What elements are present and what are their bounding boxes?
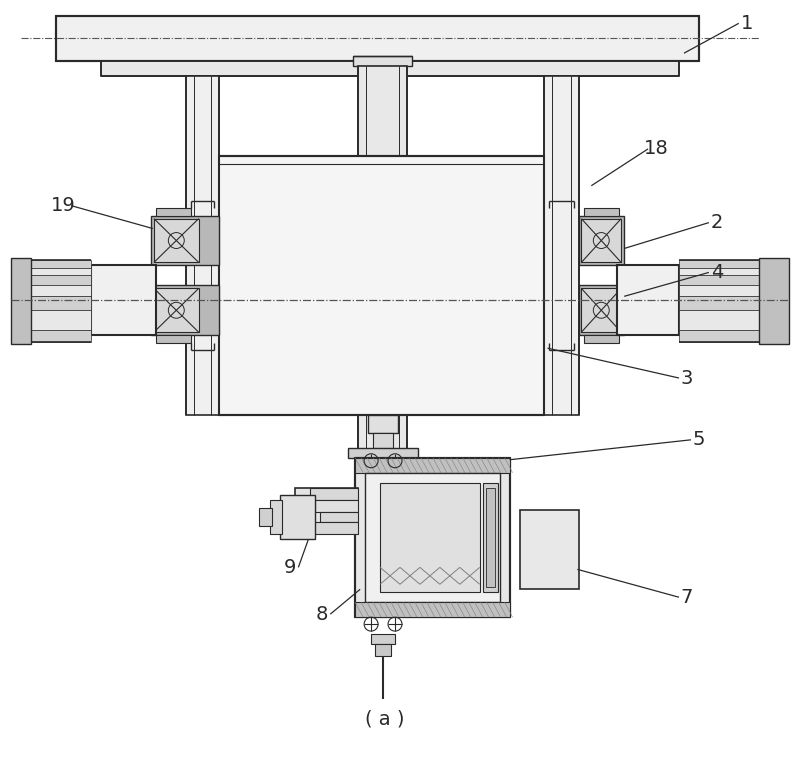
- Polygon shape: [11, 268, 91, 275]
- Bar: [368, 415, 398, 432]
- Polygon shape: [380, 483, 480, 592]
- Bar: [258, 508, 273, 525]
- Polygon shape: [11, 260, 91, 268]
- Bar: [584, 336, 619, 343]
- Text: 9: 9: [284, 558, 297, 577]
- Polygon shape: [679, 285, 789, 296]
- Polygon shape: [218, 156, 545, 415]
- Polygon shape: [151, 215, 218, 266]
- Text: 4: 4: [710, 263, 723, 282]
- Text: 18: 18: [644, 140, 669, 158]
- Polygon shape: [355, 458, 510, 617]
- Polygon shape: [582, 288, 622, 332]
- Bar: [584, 208, 619, 215]
- Polygon shape: [91, 266, 156, 336]
- Text: ( a ): ( a ): [366, 709, 405, 728]
- Bar: [482, 483, 498, 592]
- Polygon shape: [355, 602, 510, 617]
- Polygon shape: [154, 288, 198, 332]
- Text: 3: 3: [681, 369, 693, 388]
- Polygon shape: [679, 296, 789, 310]
- Polygon shape: [154, 219, 198, 263]
- Bar: [320, 512, 358, 522]
- Polygon shape: [758, 259, 789, 344]
- Polygon shape: [355, 458, 510, 473]
- Polygon shape: [365, 473, 500, 602]
- Text: 8: 8: [316, 604, 329, 624]
- Polygon shape: [11, 310, 91, 330]
- Polygon shape: [11, 275, 91, 285]
- Bar: [270, 500, 282, 535]
- Polygon shape: [11, 285, 91, 296]
- Polygon shape: [186, 76, 218, 415]
- Polygon shape: [353, 57, 412, 66]
- Bar: [315, 500, 358, 512]
- Polygon shape: [101, 61, 679, 76]
- Text: 1: 1: [741, 14, 753, 33]
- Bar: [281, 494, 315, 539]
- Text: 19: 19: [51, 196, 75, 215]
- Bar: [156, 336, 190, 343]
- Text: 5: 5: [693, 430, 705, 450]
- Polygon shape: [582, 219, 622, 263]
- Bar: [310, 487, 358, 500]
- Polygon shape: [11, 330, 91, 343]
- Polygon shape: [579, 215, 624, 266]
- Bar: [310, 522, 358, 535]
- Polygon shape: [545, 76, 579, 415]
- Polygon shape: [519, 509, 579, 589]
- Polygon shape: [295, 487, 358, 535]
- Bar: [348, 448, 418, 458]
- Polygon shape: [679, 275, 789, 285]
- Polygon shape: [679, 260, 789, 268]
- Polygon shape: [11, 259, 31, 344]
- Polygon shape: [358, 66, 407, 480]
- Polygon shape: [151, 285, 218, 336]
- Bar: [373, 432, 393, 448]
- Bar: [375, 644, 391, 656]
- Text: 2: 2: [710, 213, 723, 232]
- Polygon shape: [679, 310, 789, 330]
- Bar: [371, 634, 395, 644]
- Polygon shape: [679, 330, 789, 343]
- Polygon shape: [56, 16, 699, 61]
- Bar: [156, 208, 190, 215]
- Polygon shape: [679, 268, 789, 275]
- Text: 7: 7: [681, 587, 693, 607]
- Polygon shape: [579, 285, 624, 336]
- Bar: [486, 487, 494, 587]
- Polygon shape: [618, 266, 679, 336]
- Polygon shape: [11, 296, 91, 310]
